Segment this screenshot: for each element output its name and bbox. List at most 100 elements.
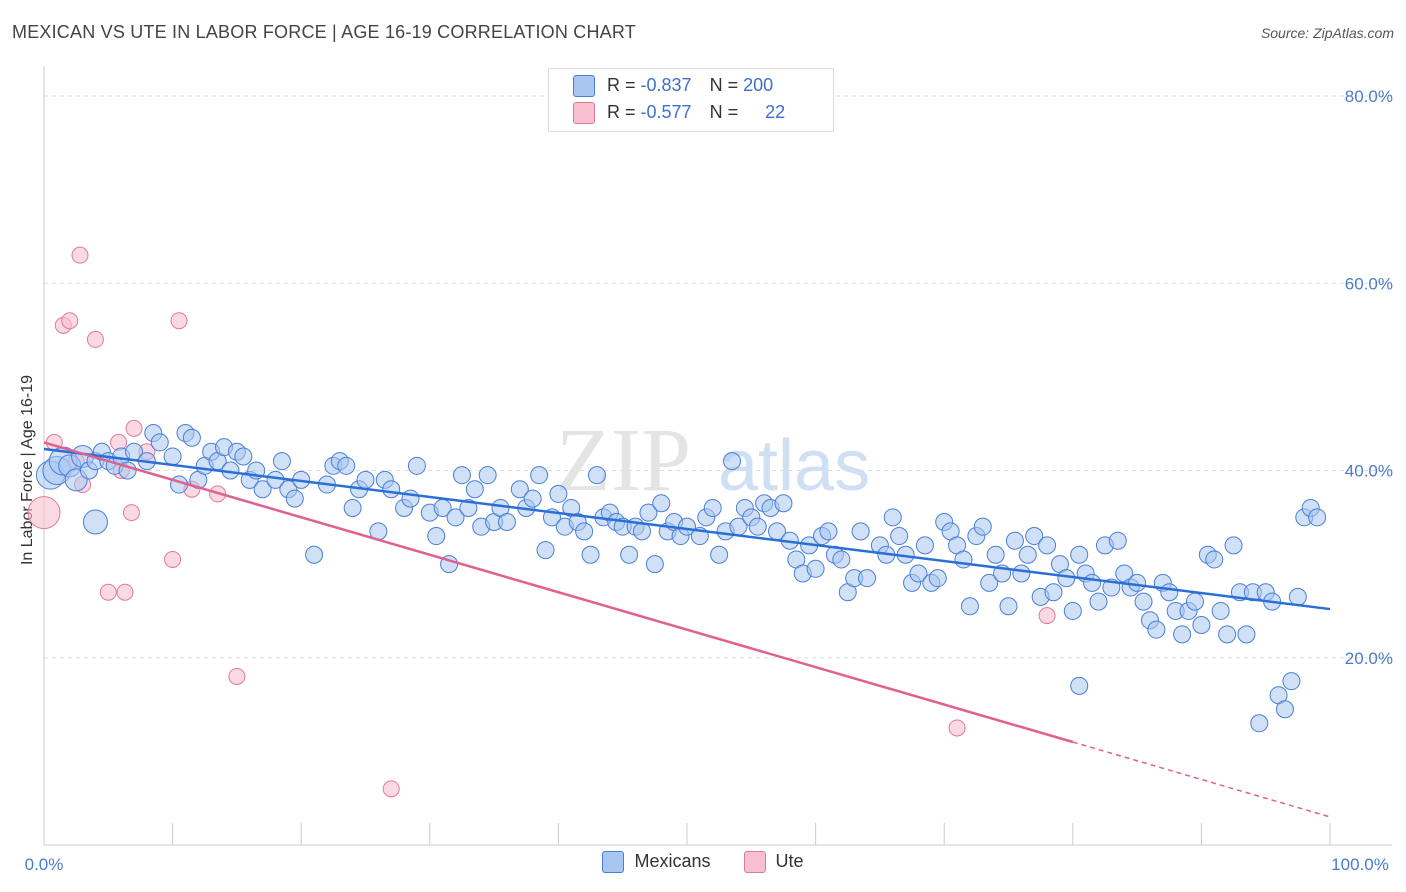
legend-row-ute: R = -0.577 N = 22 <box>573 102 785 126</box>
mexicans-point <box>1147 620 1166 639</box>
mexicans-point <box>806 559 825 578</box>
mexicans-point <box>510 480 529 499</box>
mexicans-point <box>581 545 600 564</box>
mexicans-point <box>530 466 549 485</box>
ute-point <box>170 312 188 330</box>
mexicans-point <box>1108 531 1127 550</box>
mexicans-point <box>1038 536 1057 555</box>
mexicans-point <box>253 480 272 499</box>
series-legend: Mexicans Ute <box>0 851 1406 874</box>
legend-item-mexicans[interactable]: Mexicans <box>602 851 711 874</box>
mexicans-point <box>774 494 793 513</box>
mexicans-n-value: 200 <box>743 75 774 95</box>
mexicans-point <box>645 555 664 574</box>
ute-point <box>228 667 246 685</box>
mexicans-point <box>549 484 568 503</box>
mexicans-point <box>587 466 606 485</box>
mexicans-point <box>1250 714 1269 733</box>
mexicans-point <box>652 494 671 513</box>
mexicans-point <box>182 428 201 447</box>
ute-point <box>27 496 61 530</box>
mexicans-point <box>1070 545 1089 564</box>
ute-trend-extension <box>1072 741 1331 818</box>
mexicans-point <box>960 597 979 616</box>
mexicans-point <box>1224 536 1243 555</box>
mexicans-point <box>1211 601 1230 620</box>
ute-trend-line <box>43 441 1074 744</box>
ute-point <box>164 550 182 568</box>
ute-point <box>122 504 140 522</box>
mexicans-point <box>1025 527 1044 546</box>
mexicans-point <box>1237 625 1256 644</box>
mexicans-point <box>973 517 992 536</box>
mexicans-point <box>452 466 471 485</box>
mexicans-point <box>710 545 729 564</box>
mexicans-point <box>305 545 324 564</box>
mexicans-legend-swatch <box>602 851 625 874</box>
mexicans-point <box>1089 592 1108 611</box>
mexicans-points <box>35 424 1327 733</box>
mexicans-point <box>337 456 356 475</box>
trend-lines <box>43 441 1331 818</box>
ute-point <box>116 583 134 601</box>
mexicans-point <box>1083 573 1102 592</box>
mexicans-point <box>234 447 253 466</box>
mexicans-point <box>1185 592 1204 611</box>
x-tick-label: 0.0% <box>25 855 64 874</box>
mexicans-point <box>890 527 909 546</box>
mexicans-point <box>999 597 1018 616</box>
chart-title: MEXICAN VS UTE IN LABOR FORCE | AGE 16-1… <box>12 22 636 42</box>
mexicans-r-value: -0.837 <box>640 75 692 95</box>
mexicans-point <box>446 508 465 527</box>
correlation-legend: R = -0.837 N = 200 R = -0.577 N = 22 <box>548 68 834 132</box>
mexicans-point <box>723 452 742 471</box>
ute-point <box>1038 607 1056 625</box>
mexicans-point <box>1205 550 1224 569</box>
y-tick-label: 60.0% <box>1345 274 1393 293</box>
y-tick-label: 20.0% <box>1345 649 1393 668</box>
mexicans-point <box>1192 615 1211 634</box>
mexicans-point <box>1134 592 1153 611</box>
axes <box>43 66 1392 846</box>
ute-point <box>99 583 117 601</box>
mexicans-point <box>150 433 169 452</box>
mexicans-point <box>858 569 877 588</box>
mexicans-point <box>928 569 947 588</box>
mexicans-point <box>272 452 291 471</box>
mexicans-trend-line <box>43 447 1331 611</box>
mexicans-point <box>1128 573 1147 592</box>
source-label: Source: ZipAtlas.com <box>1260 25 1394 41</box>
mexicans-point <box>536 541 555 560</box>
mexicans-point <box>1288 587 1307 606</box>
ute-swatch <box>573 102 595 125</box>
mexicans-point <box>1063 601 1082 620</box>
mexicans-point <box>1012 564 1031 583</box>
mexicans-point <box>1275 700 1294 719</box>
mexicans-point <box>748 517 767 536</box>
mexicans-point <box>356 470 375 489</box>
mexicans-point <box>1218 625 1237 644</box>
tick-labels: 20.0% 40.0% 60.0% 80.0% 0.0% 100.0% <box>25 87 1393 874</box>
mexicans-point <box>915 536 934 555</box>
legend-item-ute[interactable]: Ute <box>743 851 804 874</box>
mexicans-point <box>163 447 182 466</box>
mexicans-point <box>819 522 838 541</box>
mexicans-point <box>478 466 497 485</box>
ute-n-value: 22 <box>765 102 786 122</box>
mexicans-point <box>382 480 401 499</box>
mexicans-point <box>1282 672 1301 691</box>
mexicans-point <box>851 522 870 541</box>
mexicans-point <box>1070 676 1089 695</box>
mexicans-point <box>986 545 1005 564</box>
ute-point <box>125 419 143 437</box>
mexicans-point <box>883 508 902 527</box>
mexicans-point <box>620 545 639 564</box>
mexicans-point <box>980 573 999 592</box>
x-tick-label: 100.0% <box>1331 855 1389 874</box>
ute-point <box>382 780 400 798</box>
legend-row-mexicans: R = -0.837 N = 200 <box>573 75 773 99</box>
mexicans-point <box>1160 583 1179 602</box>
mexicans-point <box>909 564 928 583</box>
mexicans-point <box>639 503 658 522</box>
